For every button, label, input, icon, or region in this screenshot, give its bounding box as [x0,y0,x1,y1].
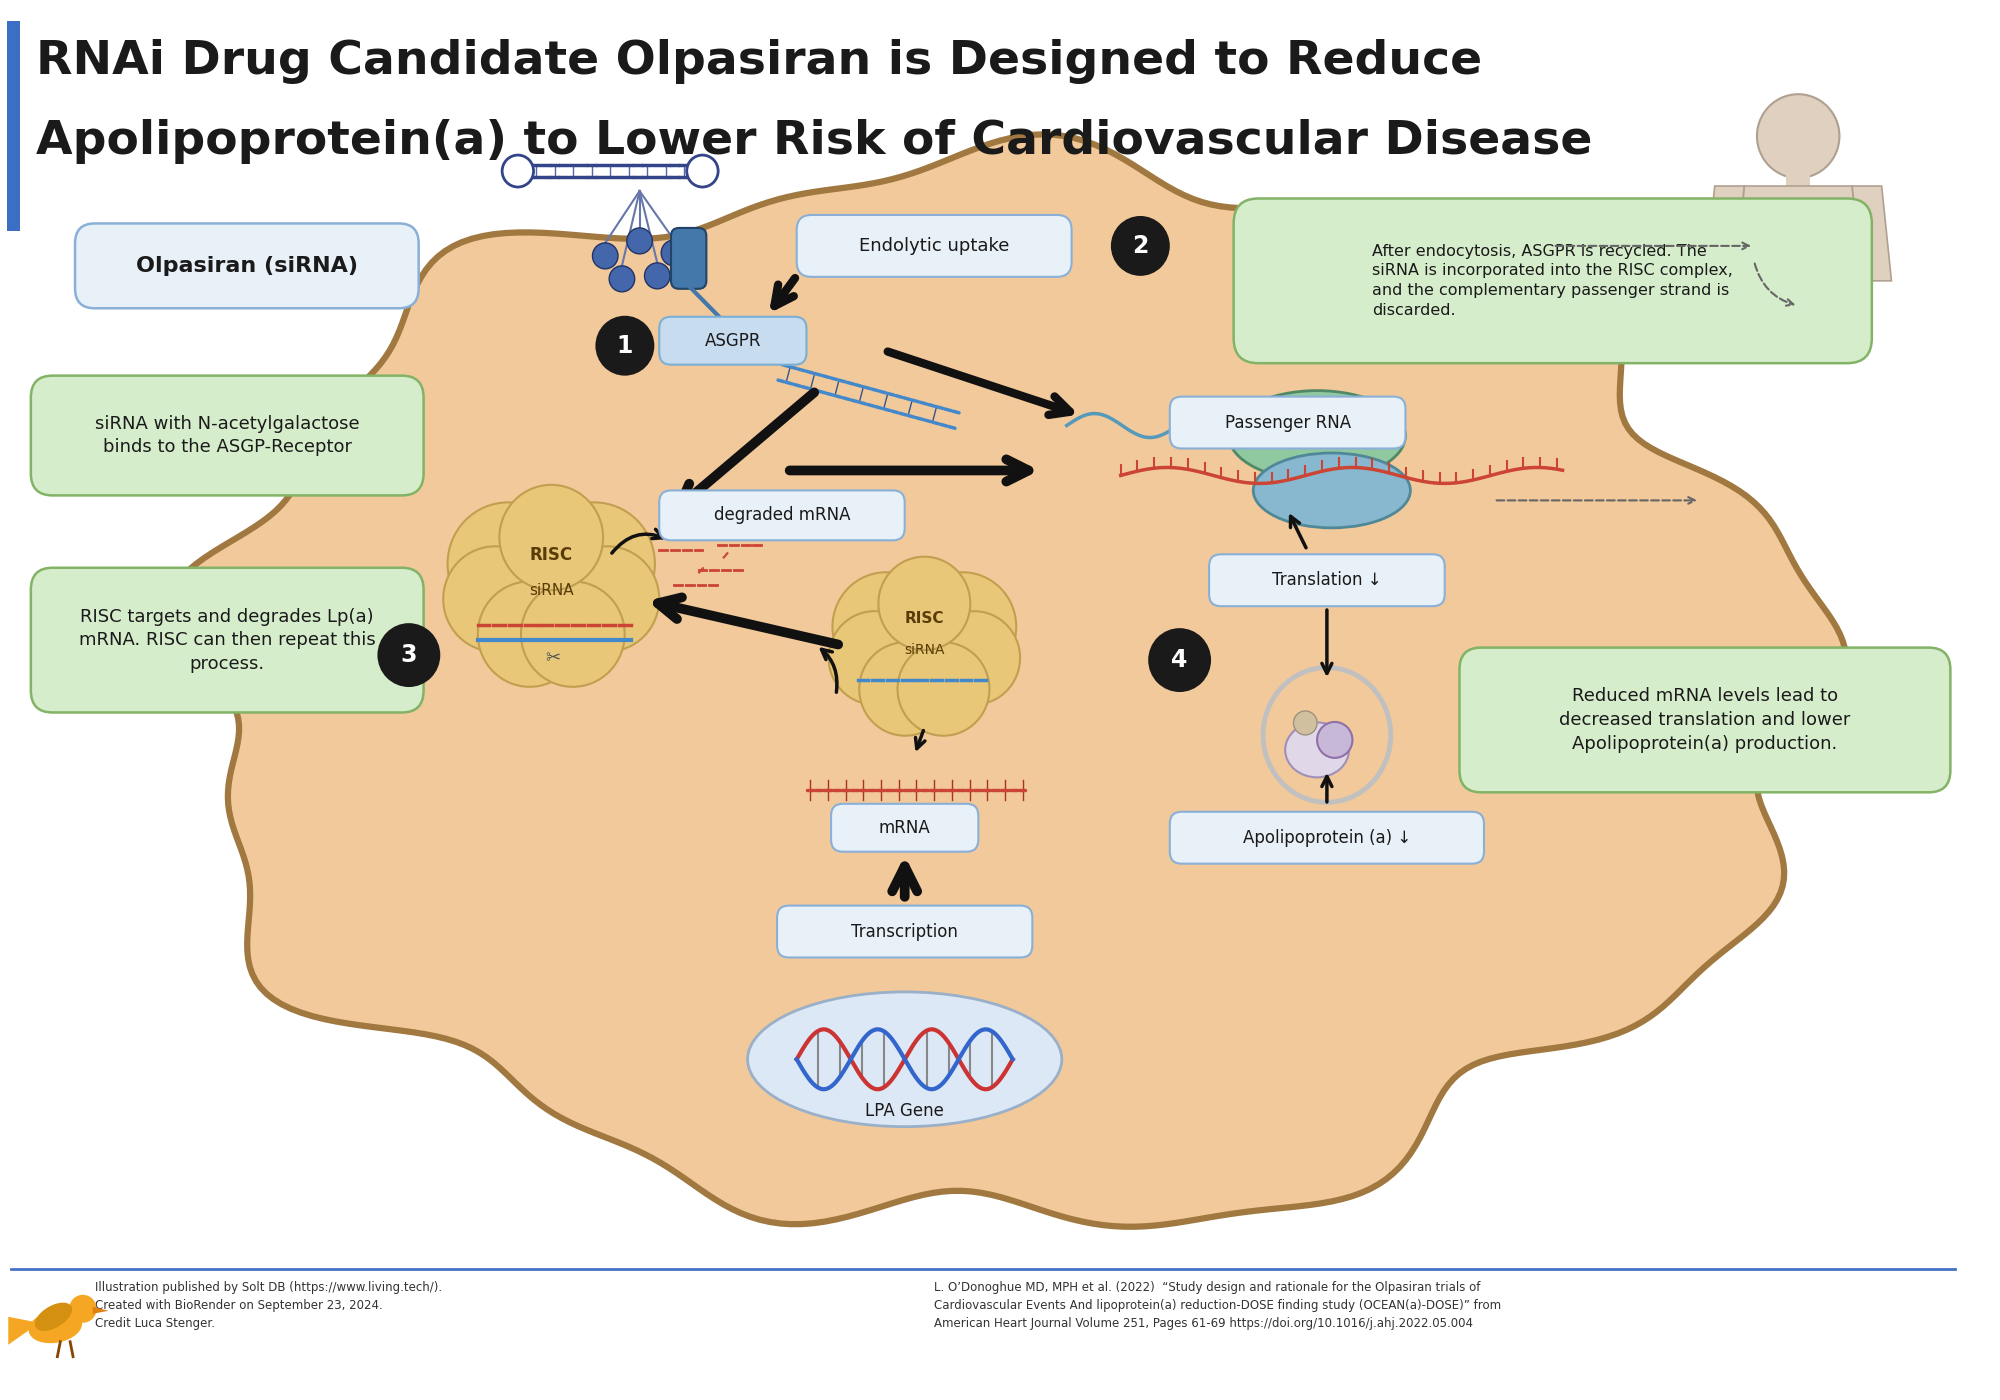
Polygon shape [1734,186,1862,311]
Circle shape [464,503,638,678]
FancyBboxPatch shape [1170,396,1406,448]
Circle shape [898,643,990,736]
Text: LPA Gene: LPA Gene [866,1102,944,1120]
Circle shape [928,612,1020,704]
Text: Apolipoprotein(a) to Lower Risk of Cardiovascular Disease: Apolipoprotein(a) to Lower Risk of Cardi… [36,119,1592,164]
Circle shape [70,1295,96,1323]
FancyBboxPatch shape [8,21,20,231]
Circle shape [500,484,604,591]
Text: Transcription: Transcription [852,923,958,941]
Polygon shape [8,1317,34,1345]
Circle shape [626,228,652,253]
Circle shape [592,244,618,269]
Circle shape [644,263,670,288]
Text: 3: 3 [400,643,418,666]
Text: Apolipoprotein (a) ↓: Apolipoprotein (a) ↓ [1242,829,1412,847]
Circle shape [478,581,582,687]
FancyBboxPatch shape [30,375,424,496]
Text: RNAi Drug Candidate Olpasiran is Designed to Reduce: RNAi Drug Candidate Olpasiran is Designe… [36,39,1482,84]
Text: siRNA with N-acetylgalactose
binds to the ASGP-Receptor: siRNA with N-acetylgalactose binds to th… [94,414,360,456]
Text: RISC: RISC [530,546,572,564]
Circle shape [828,612,920,704]
Circle shape [878,557,970,650]
FancyBboxPatch shape [1234,199,1872,363]
Polygon shape [170,134,1846,1226]
Ellipse shape [1228,391,1406,480]
Polygon shape [92,1306,108,1313]
Circle shape [848,573,1000,728]
Text: ASGPR: ASGPR [704,332,762,350]
FancyBboxPatch shape [660,490,904,540]
Ellipse shape [28,1310,82,1343]
FancyBboxPatch shape [1786,136,1810,186]
Text: Olpasiran (siRNA): Olpasiran (siRNA) [136,256,358,276]
Ellipse shape [748,993,1062,1127]
FancyBboxPatch shape [1170,812,1484,864]
Text: Illustration published by Solt DB (https://www.living.tech/).
Created with BioRe: Illustration published by Solt DB (https… [94,1281,442,1330]
Text: RISC targets and degrades Lp(a)
mRNA. RISC can then repeat this
process.: RISC targets and degrades Lp(a) mRNA. RI… [78,608,376,673]
Circle shape [910,573,1016,682]
FancyBboxPatch shape [1460,648,1950,792]
Polygon shape [1852,186,1892,281]
Text: mRNA: mRNA [878,819,930,837]
Ellipse shape [34,1302,72,1331]
Text: Translation ↓: Translation ↓ [1272,571,1382,589]
FancyBboxPatch shape [778,906,1032,958]
Circle shape [502,155,534,188]
Text: degraded mRNA: degraded mRNA [714,507,850,525]
Circle shape [1294,711,1318,735]
Polygon shape [1704,186,1744,281]
Ellipse shape [1286,722,1348,777]
FancyBboxPatch shape [672,228,706,288]
Circle shape [534,503,654,626]
Ellipse shape [1800,216,1836,244]
FancyBboxPatch shape [30,568,424,713]
Text: After endocytosis, ASGPR is recycled. The
siRNA is incorporated into the RISC co: After endocytosis, ASGPR is recycled. Th… [1372,244,1734,318]
Text: Reduced mRNA levels lead to
decreased translation and lower
Apolipoprotein(a) pr: Reduced mRNA levels lead to decreased tr… [1560,687,1850,753]
Circle shape [662,239,686,266]
Text: 1: 1 [616,333,634,358]
Text: Passenger RNA: Passenger RNA [1224,413,1350,431]
Circle shape [832,573,940,682]
Circle shape [610,266,634,291]
Text: L. O’Donoghue MD, MPH et al. (2022)  “Study design and rationale for the Olpasir: L. O’Donoghue MD, MPH et al. (2022) “Stu… [934,1281,1502,1330]
Circle shape [448,503,568,626]
Circle shape [444,546,546,651]
Text: Ribosome: Ribosome [1280,430,1364,445]
Text: siRNA: siRNA [528,582,574,598]
Circle shape [860,643,952,736]
Text: RISC: RISC [904,610,944,626]
Circle shape [556,546,660,651]
Circle shape [686,155,718,188]
FancyBboxPatch shape [76,224,418,308]
Circle shape [520,581,624,687]
Circle shape [378,623,440,687]
Text: Endolytic uptake: Endolytic uptake [858,237,1010,255]
Ellipse shape [1254,454,1410,528]
FancyBboxPatch shape [832,804,978,851]
FancyBboxPatch shape [1210,554,1444,606]
Text: siRNA: siRNA [904,643,944,657]
Circle shape [596,316,654,375]
FancyBboxPatch shape [660,316,806,364]
Circle shape [1318,722,1352,757]
Circle shape [1756,94,1840,178]
FancyBboxPatch shape [796,216,1072,277]
Text: ✂: ✂ [546,650,560,666]
Circle shape [1148,629,1212,692]
Text: 2: 2 [1132,234,1148,258]
Circle shape [1110,216,1170,276]
Text: 4: 4 [1172,648,1188,672]
